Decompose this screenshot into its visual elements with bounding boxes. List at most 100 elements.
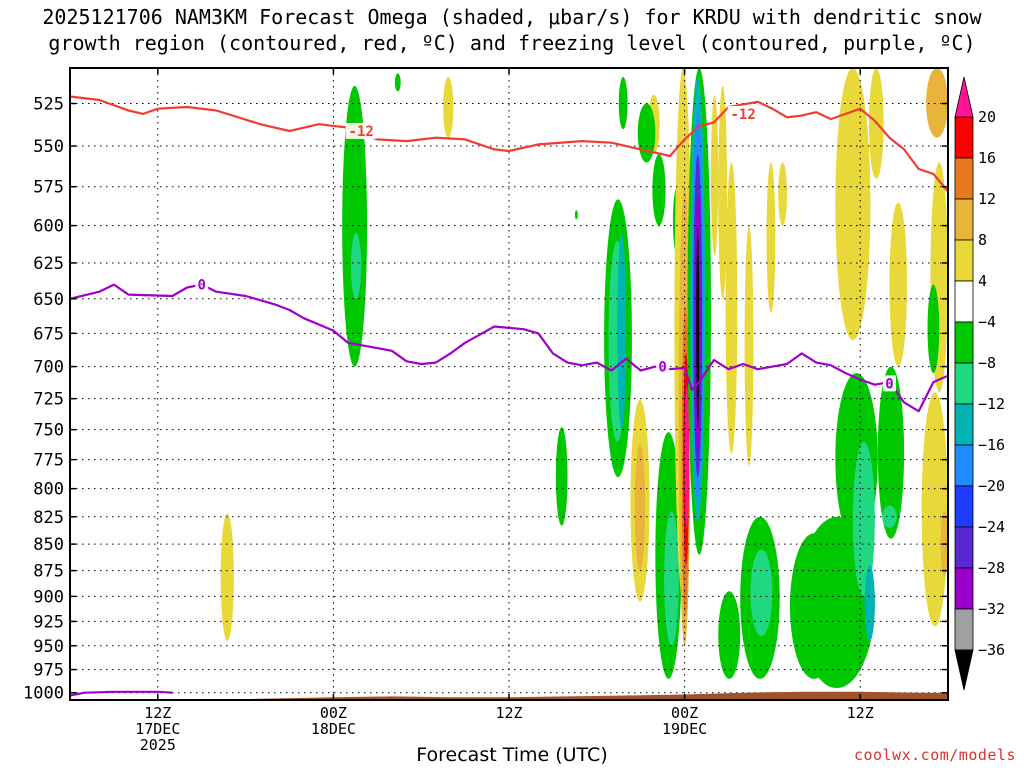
x-tick-label: 17DEC <box>135 720 180 738</box>
terrain-fill <box>70 691 948 700</box>
y-tick-label: 775 <box>33 451 64 471</box>
colorbar-top-arrow <box>954 76 974 118</box>
contour-label: -12 <box>349 124 374 140</box>
contour-label-bg <box>656 358 670 375</box>
colorbar-segment <box>954 608 974 651</box>
chart-title: 2025121706 NAM3KM Forecast Omega (shaded… <box>0 4 1024 56</box>
y-tick-label: 850 <box>33 535 64 555</box>
omega-cell <box>718 591 741 679</box>
colorbar-segment <box>954 116 974 159</box>
omega-cell <box>637 103 656 163</box>
colorbar-segment <box>954 403 974 446</box>
x-tick-label: 19DEC <box>662 720 707 738</box>
colorbar-label: 16 <box>978 149 996 167</box>
y-tick-label: 550 <box>33 137 64 157</box>
colorbar-label: −24 <box>978 518 1005 536</box>
omega-cell <box>877 366 905 539</box>
x-tick-label: 00Z <box>671 704 698 722</box>
y-tick-label: 525 <box>33 95 64 115</box>
omega-cell <box>574 210 578 220</box>
contour-label: 0 <box>658 360 666 376</box>
chart-title-line-1: 2025121706 NAM3KM Forecast Omega (shaded… <box>42 5 982 29</box>
colorbar-segment <box>954 444 974 487</box>
colorbar-label: 4 <box>978 272 987 290</box>
omega-cell <box>443 77 454 138</box>
contours: -12 -12 0 0 0 <box>70 95 948 697</box>
y-tick-label: 750 <box>33 421 64 441</box>
colorbar-segment <box>954 198 974 241</box>
x-tick-label: 12Z <box>847 704 874 722</box>
omega-cell <box>778 162 788 226</box>
omega-shading <box>220 68 948 689</box>
colorbar-label: −32 <box>978 600 1005 618</box>
omega-cell <box>750 549 773 637</box>
x-tick-label: 2025 <box>140 736 176 754</box>
omega-cell <box>696 225 700 430</box>
colorbar-segment <box>954 526 974 569</box>
omega-cell <box>350 233 362 299</box>
grid <box>70 68 948 700</box>
x-tick-label: 12Z <box>495 704 522 722</box>
colorbar-segment <box>954 239 974 282</box>
colorbar-label: 20 <box>978 108 996 126</box>
y-tick-label: 875 <box>33 562 64 582</box>
contour-line <box>70 283 948 413</box>
y-tick-label: 975 <box>33 661 64 681</box>
colorbar-label: −4 <box>978 313 996 331</box>
y-tick-label: 575 <box>33 178 64 198</box>
colorbar-label: 12 <box>978 190 996 208</box>
omega-cell <box>835 68 871 341</box>
y-tick-label: 1000 <box>23 684 64 704</box>
colorbar: 20 16 12 8 4 −4 −8 −12 −16 −20 −24 −28 −32 −36 <box>954 76 1005 691</box>
y-tick-label: 950 <box>33 637 64 657</box>
contour-label-bg <box>345 122 377 139</box>
terrain <box>70 691 948 700</box>
y-tick-label: 625 <box>33 254 64 274</box>
omega-cell <box>634 444 646 571</box>
omega-cell <box>710 94 719 256</box>
chart-title-line-2: growth region (contoured, red, ºC) and f… <box>48 31 976 55</box>
omega-cell <box>220 513 234 641</box>
x-axis-label: Forecast Time (UTC) <box>416 744 608 766</box>
colorbar-label: −28 <box>978 559 1005 577</box>
contour-label-bg <box>727 105 759 122</box>
y-tick-label: 900 <box>33 587 64 607</box>
colorbar-segment <box>954 280 974 323</box>
omega-cell <box>394 73 401 92</box>
y-tick-label: 700 <box>33 358 64 378</box>
y-tick-label: 725 <box>33 390 64 410</box>
omega-cell <box>882 505 897 528</box>
omega-cell <box>864 565 875 641</box>
omega-cell <box>766 162 776 313</box>
colorbar-segment <box>954 321 974 364</box>
omega-cell <box>889 202 908 367</box>
x-tick-label: 18DEC <box>311 720 356 738</box>
colorbar-label: −36 <box>978 641 1005 659</box>
y-tick-label: 800 <box>33 480 64 500</box>
colorbar-label: −20 <box>978 477 1005 495</box>
colorbar-segment <box>954 485 974 528</box>
y-tick-label: 825 <box>33 508 64 528</box>
y-tick-label: 650 <box>33 290 64 310</box>
colorbar-bottom-arrow <box>954 649 974 691</box>
credit-text: coolwx.com/models <box>853 746 1016 764</box>
omega-cell <box>789 533 839 679</box>
omega-cell <box>664 511 679 646</box>
contour-label: 0 <box>197 278 205 294</box>
y-tick-label: 675 <box>33 324 64 344</box>
omega-cell <box>921 392 948 627</box>
omega-cell <box>926 68 948 138</box>
contour-label: -12 <box>730 107 755 123</box>
x-tick-label: 00Z <box>320 704 347 722</box>
contour-line <box>70 690 173 697</box>
omega-cell <box>744 225 754 466</box>
omega-cell <box>555 427 568 526</box>
y-tick-label: 925 <box>33 612 64 632</box>
colorbar-label: −8 <box>978 354 996 372</box>
contour-label-bg <box>195 276 209 293</box>
colorbar-segment <box>954 567 974 610</box>
omega-cell <box>725 162 738 454</box>
contour-label-bg <box>882 375 896 392</box>
colorbar-label: −16 <box>978 436 1005 454</box>
